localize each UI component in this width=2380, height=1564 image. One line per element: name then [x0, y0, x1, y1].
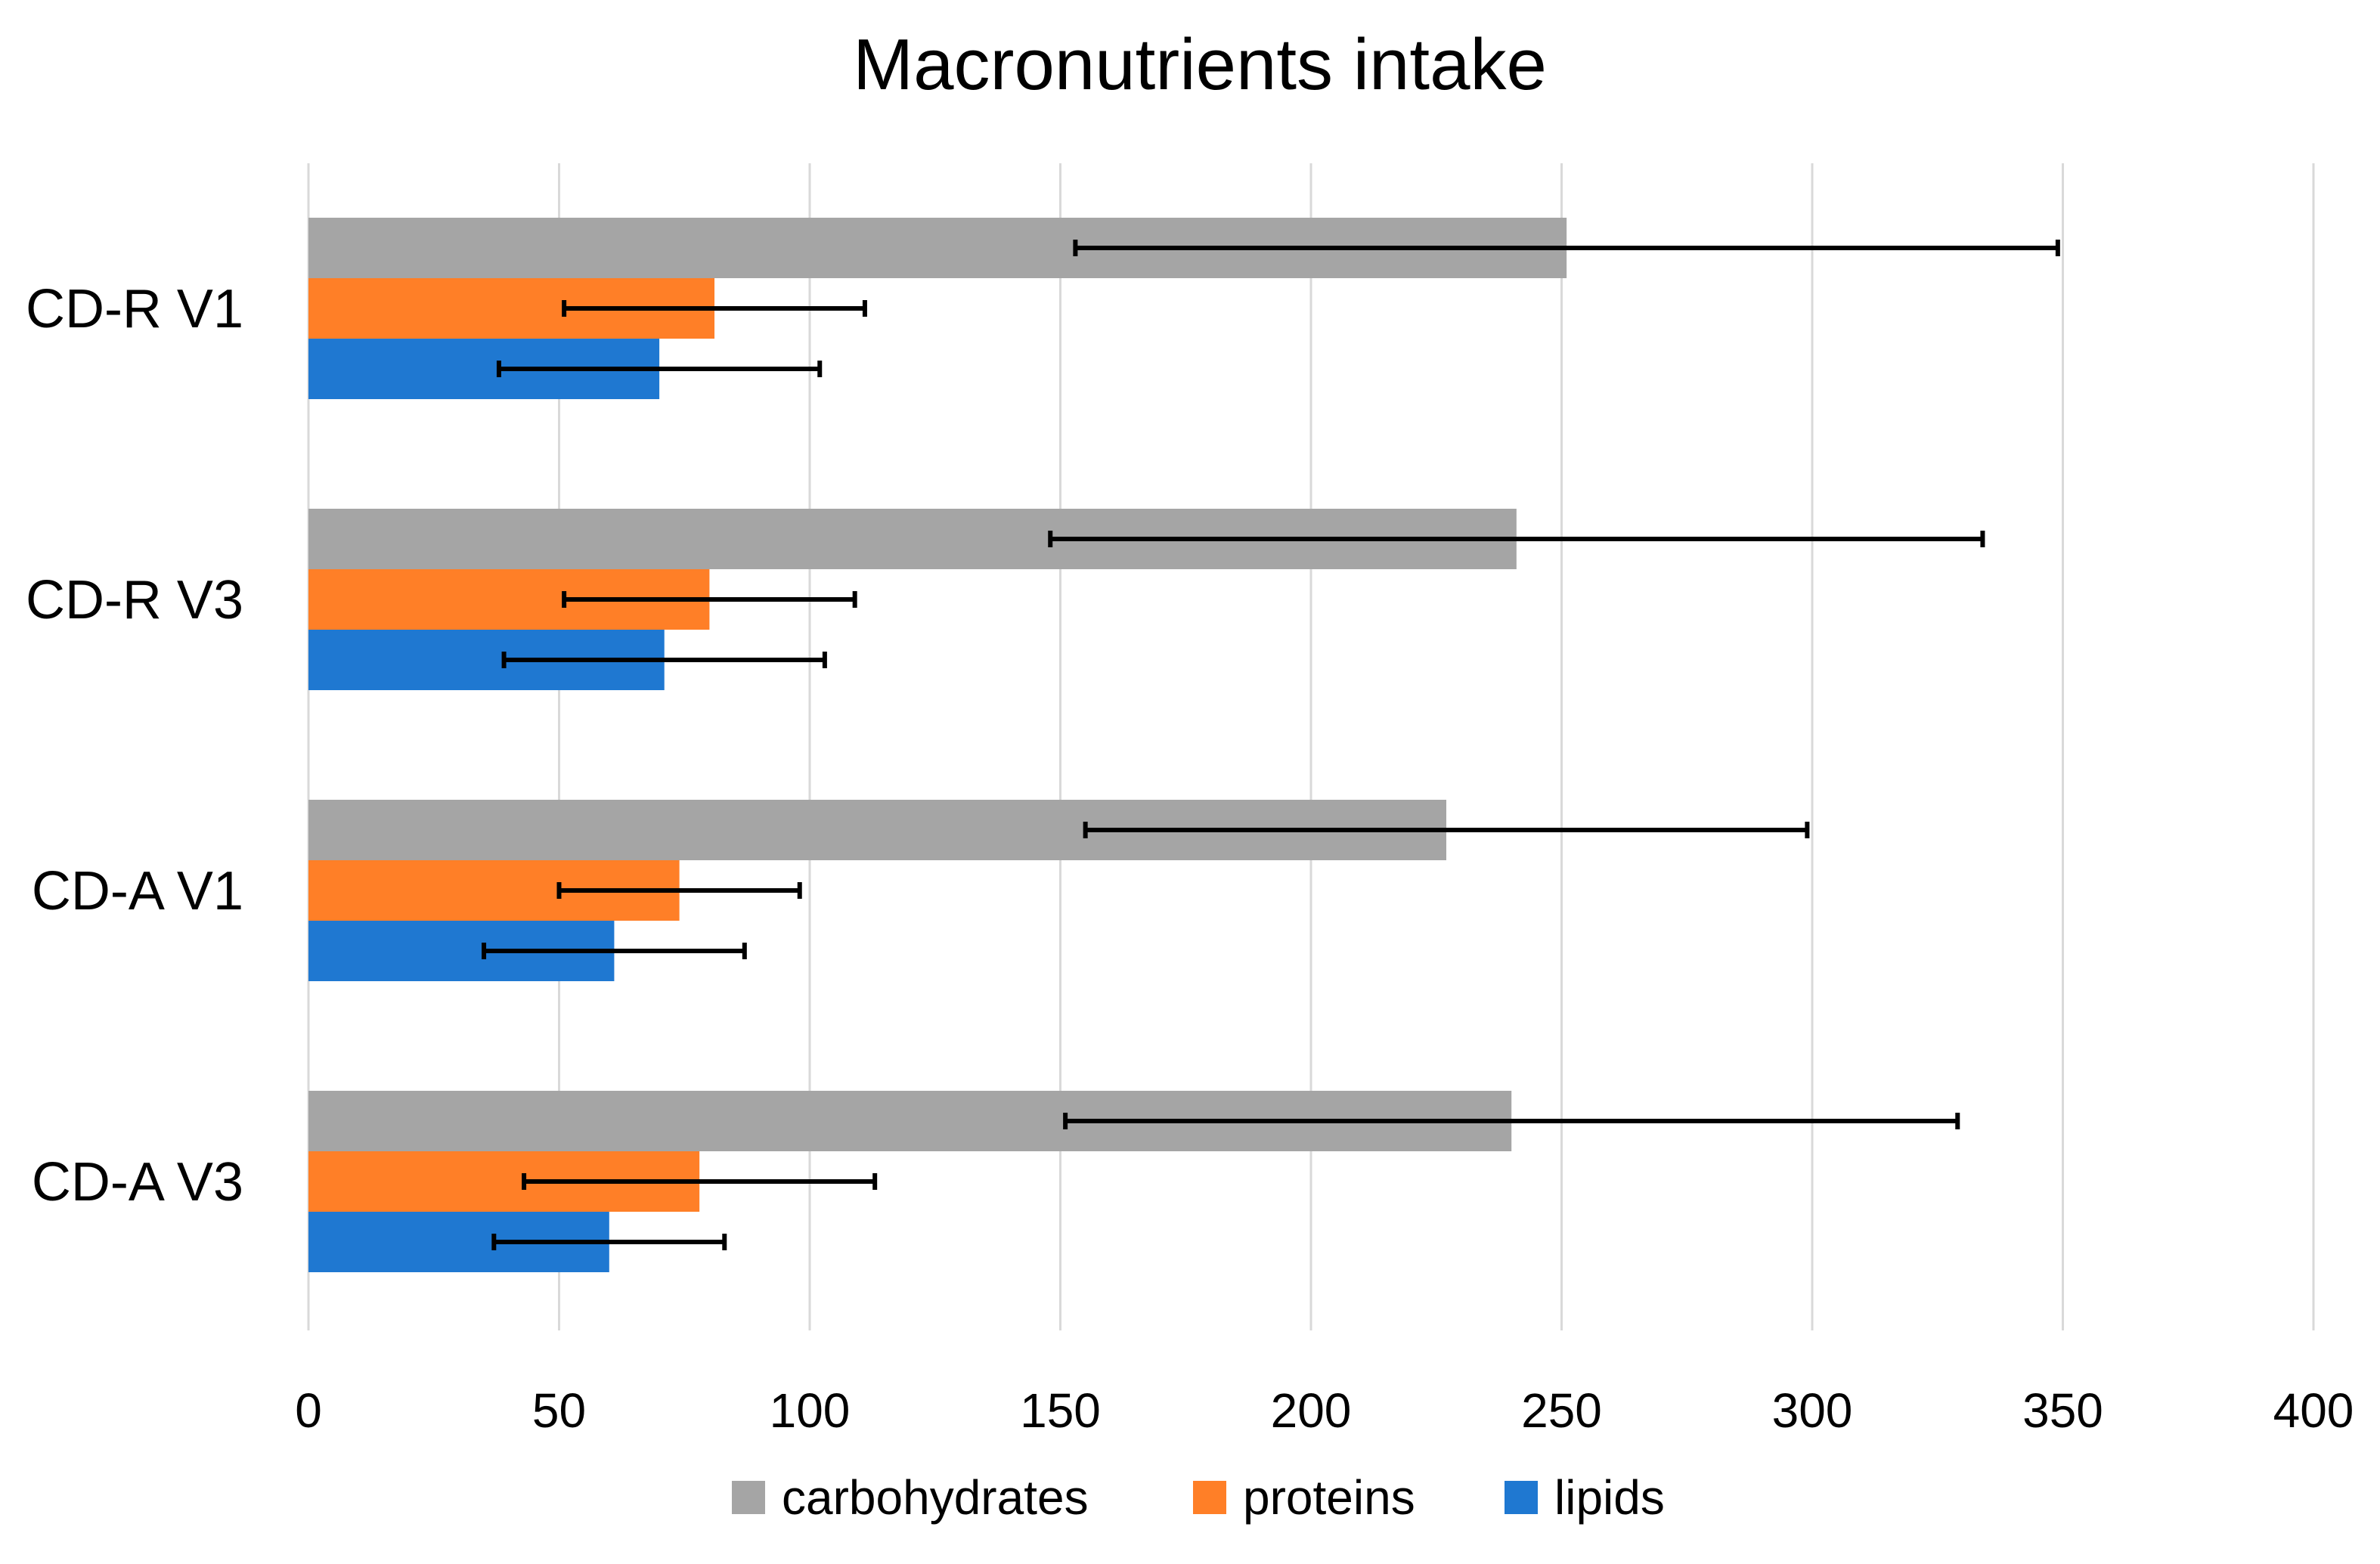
error-bar-lipids-cd-a-v3 — [491, 1234, 727, 1250]
error-bar-proteins-cd-a-v3 — [522, 1173, 878, 1190]
legend-swatch-proteins — [1193, 1481, 1226, 1514]
x-tick-label-200: 200 — [1271, 1383, 1352, 1438]
error-bar-carbohydrates-cd-r-v1 — [1073, 240, 2060, 256]
legend-item-proteins: proteins — [1193, 1470, 1415, 1525]
error-bar-proteins-cd-r-v3 — [562, 591, 857, 608]
error-bars — [482, 240, 2060, 1250]
x-tick-label-400: 400 — [2273, 1383, 2354, 1438]
legend-label-carbohydrates: carbohydrates — [782, 1470, 1089, 1525]
legend-label-lipids: lipids — [1554, 1470, 1665, 1525]
x-tick-label-250: 250 — [1521, 1383, 1602, 1438]
category-labels: CD-R V1 CD-R V3 CD-A V1 CD-A V3 — [26, 279, 243, 1212]
legend-swatch-lipids — [1505, 1481, 1538, 1514]
legend: carbohydrates proteins lipids — [732, 1470, 1665, 1525]
error-bar-lipids-cd-a-v1 — [482, 943, 747, 959]
legend-item-lipids: lipids — [1505, 1470, 1665, 1525]
x-tick-label-350: 350 — [2022, 1383, 2103, 1438]
error-bar-lipids-cd-r-v1 — [496, 361, 823, 377]
category-label-cd-a-v3: CD-A V3 — [32, 1152, 243, 1212]
legend-swatch-carbohydrates — [732, 1481, 765, 1514]
error-bar-proteins-cd-a-v1 — [556, 882, 802, 899]
error-bar-proteins-cd-r-v1 — [562, 300, 867, 317]
x-tick-label-0: 0 — [295, 1383, 322, 1438]
legend-item-carbohydrates: carbohydrates — [732, 1470, 1089, 1525]
x-tick-labels: 0 50 100 150 200 250 300 350 400 — [295, 1383, 2354, 1438]
x-tick-label-50: 50 — [532, 1383, 586, 1438]
error-bar-carbohydrates-cd-a-v3 — [1063, 1113, 1960, 1129]
error-bar-lipids-cd-r-v3 — [501, 652, 827, 668]
x-tick-label-300: 300 — [1772, 1383, 1853, 1438]
category-label-cd-a-v1: CD-A V1 — [32, 861, 243, 921]
chart-title: Macronutrients intake — [853, 24, 1547, 105]
error-bar-carbohydrates-cd-r-v3 — [1048, 531, 1985, 547]
x-tick-label-100: 100 — [770, 1383, 851, 1438]
category-label-cd-r-v1: CD-R V1 — [26, 279, 243, 339]
category-label-cd-r-v3: CD-R V3 — [26, 570, 243, 630]
error-bar-carbohydrates-cd-a-v1 — [1083, 822, 1810, 838]
legend-label-proteins: proteins — [1243, 1470, 1415, 1525]
x-tick-label-150: 150 — [1020, 1383, 1101, 1438]
